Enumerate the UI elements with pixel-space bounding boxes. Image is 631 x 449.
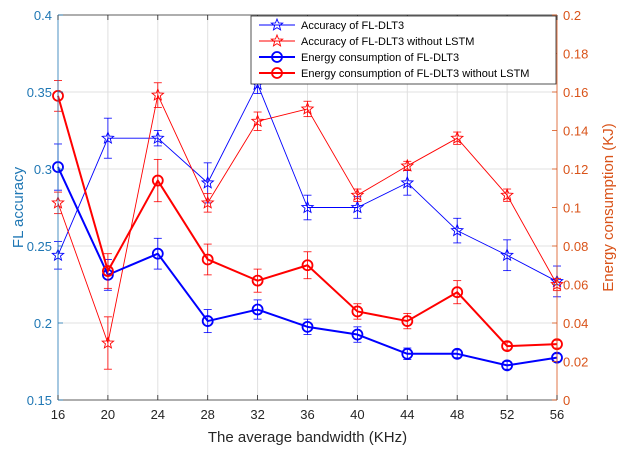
- data-point-star: [350, 187, 365, 202]
- legend-item: Accuracy of FL-DLT3: [259, 17, 404, 32]
- y-left-tick-label: 0.25: [27, 239, 52, 254]
- y-left-tick-label: 0.4: [34, 8, 52, 23]
- data-point-star: [450, 130, 465, 145]
- data-point-star: [150, 87, 165, 101]
- data-point-star: [250, 114, 265, 128]
- axes: 16 20 24 28 32 36 40 44 48 52 56 0.15 0.2 0.25 0.3 0.35…: [10, 8, 617, 446]
- data-point-star: [200, 195, 215, 209]
- y-right-axis-title: Energy consumption (KJ): [600, 123, 617, 291]
- legend-label: Energy consumption of FL-DLT3: [301, 52, 459, 64]
- y-right-tick-label: 0.04: [563, 316, 588, 331]
- data-point-circle: [451, 286, 464, 299]
- y-right-tick-label: 0.08: [563, 239, 588, 254]
- x-tick-label: 24: [151, 407, 165, 422]
- x-tick-label: 40: [350, 407, 364, 422]
- legend-circle-marker: [271, 67, 283, 79]
- data-point-circle: [301, 320, 314, 333]
- y-right-tick-label: 0.18: [563, 47, 588, 62]
- data-point-circle: [351, 305, 364, 318]
- y-right-tick-label: 0.14: [563, 124, 588, 139]
- data-point-star: [500, 187, 514, 202]
- x-tick-label: 48: [450, 407, 464, 422]
- legend-star-marker: [270, 33, 284, 47]
- x-tick-label: 52: [500, 407, 514, 422]
- data-point-star: [200, 175, 215, 189]
- data-point-circle: [401, 315, 414, 327]
- legend-item: Energy consumption of FL-DLT3 without LS…: [259, 67, 529, 80]
- data-point-circle: [251, 303, 264, 316]
- legend-label: Energy consumption of FL-DLT3 without LS…: [301, 68, 529, 80]
- legend-box: [250, 15, 557, 85]
- y-left-tick-label: 0.2: [34, 316, 52, 331]
- y-left-tick-label: 0.15: [27, 393, 52, 408]
- data-point-star: [300, 200, 315, 214]
- x-tick-label: 44: [400, 407, 414, 422]
- x-tick-label: 20: [101, 407, 115, 422]
- data-point-circle: [251, 274, 264, 287]
- y-right-tick-label: 0.06: [563, 278, 588, 293]
- data-point-circle: [301, 259, 314, 272]
- y-right-tick-label: 0.12: [563, 162, 588, 177]
- series-3: [52, 143, 563, 372]
- y-left-tick-label: 0.3: [34, 162, 52, 177]
- data-point-star: [350, 200, 365, 214]
- y-right-tick-label: 0.16: [563, 85, 588, 100]
- legend-star-marker: [270, 17, 284, 31]
- data-point-star: [150, 130, 165, 145]
- legend-circle-marker: [271, 51, 283, 63]
- data-point-star: [400, 158, 415, 172]
- data-point-circle: [501, 359, 514, 372]
- x-tick-label: 32: [250, 407, 264, 422]
- data-point-circle: [351, 328, 364, 341]
- legend: Accuracy of FL-DLT3 Accuracy of FL-DLT3 w…: [250, 15, 557, 85]
- data-point-circle: [401, 347, 414, 360]
- x-tick-label: 16: [51, 407, 65, 422]
- data-point-star: [101, 335, 115, 349]
- data-point-star: [300, 101, 315, 115]
- y-right-tick-label: 0: [563, 393, 570, 408]
- data-point-star: [500, 248, 514, 262]
- data-point-circle: [151, 174, 164, 187]
- data-point-circle: [102, 265, 114, 277]
- data-point-star: [101, 130, 115, 145]
- data-point-circle: [151, 247, 164, 260]
- series-2: [51, 82, 564, 370]
- legend-item: Energy consumption of FL-DLT3: [259, 51, 459, 64]
- legend-label: Accuracy of FL-DLT3 without LSTM: [301, 36, 474, 48]
- data-point-circle: [201, 253, 214, 266]
- x-tick-label: 28: [200, 407, 214, 422]
- legend-label: Accuracy of FL-DLT3: [301, 20, 404, 32]
- data-point-star: [400, 175, 415, 189]
- data-point-circle: [501, 340, 514, 353]
- y-right-tick-label: 0.02: [563, 355, 588, 370]
- legend-item: Accuracy of FL-DLT3 without LSTM: [259, 33, 474, 48]
- x-axis-title: The average bandwidth (KHz): [208, 429, 407, 446]
- series-layer: [51, 74, 564, 372]
- y-left-axis-title: FL accuracy: [10, 166, 27, 248]
- data-point-circle: [201, 315, 214, 327]
- x-tick-label: 36: [300, 407, 314, 422]
- y-left-tick-label: 0.35: [27, 85, 52, 100]
- data-point-circle: [451, 347, 464, 360]
- data-point-star: [450, 223, 465, 237]
- y-right-tick-label: 0.2: [563, 8, 581, 23]
- y-right-tick-label: 0.1: [563, 201, 581, 216]
- x-tick-label: 56: [550, 407, 564, 422]
